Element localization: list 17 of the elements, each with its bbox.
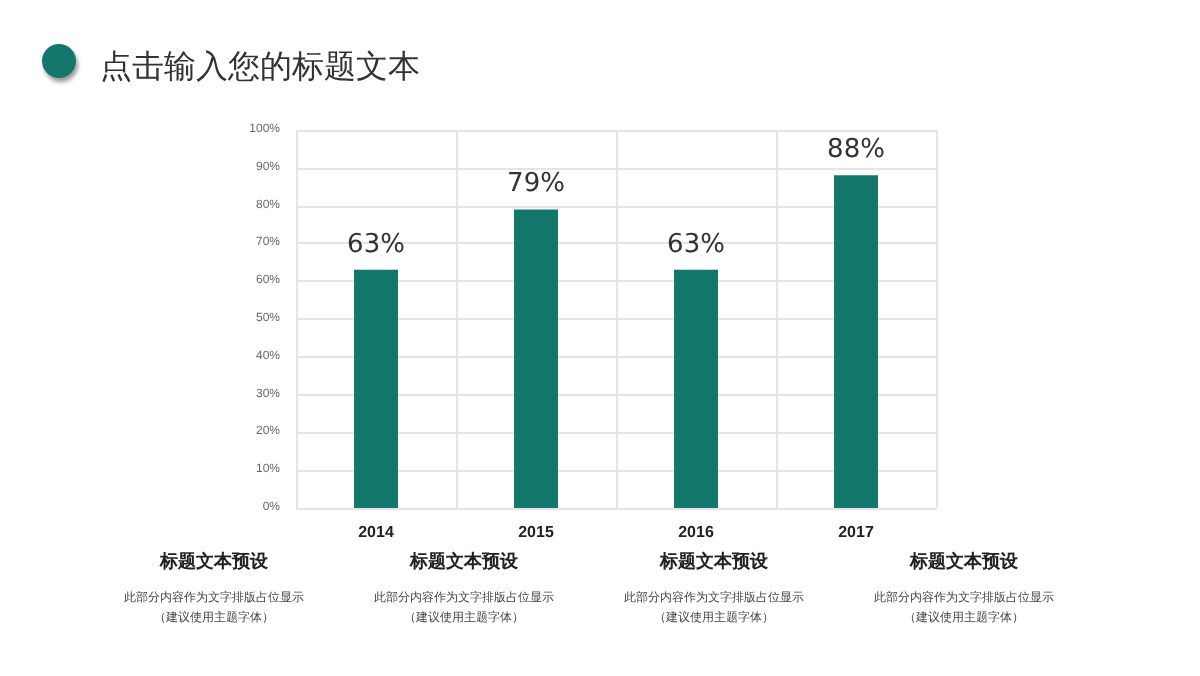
bar	[514, 209, 558, 508]
text: 标题文本预设	[408, 551, 520, 573]
bar	[834, 175, 878, 508]
x-tick-label: 2014	[358, 523, 395, 541]
data-label: 88%	[827, 135, 885, 166]
data-label: 79%	[507, 169, 565, 200]
bar	[674, 269, 718, 508]
x-tick-label: 2015	[518, 523, 555, 541]
text: 标题文本预设	[158, 551, 270, 573]
text: 标题文本预设	[908, 551, 1020, 573]
x-tick-label: 2016	[678, 523, 715, 541]
bar	[354, 269, 398, 508]
x-tick-label: 2017	[838, 523, 875, 541]
chart-title: 点击输入您的标题文本	[100, 47, 420, 85]
data-label: 63%	[347, 229, 405, 260]
data-label: 63%	[667, 229, 725, 260]
text: 标题文本预设	[658, 551, 770, 573]
